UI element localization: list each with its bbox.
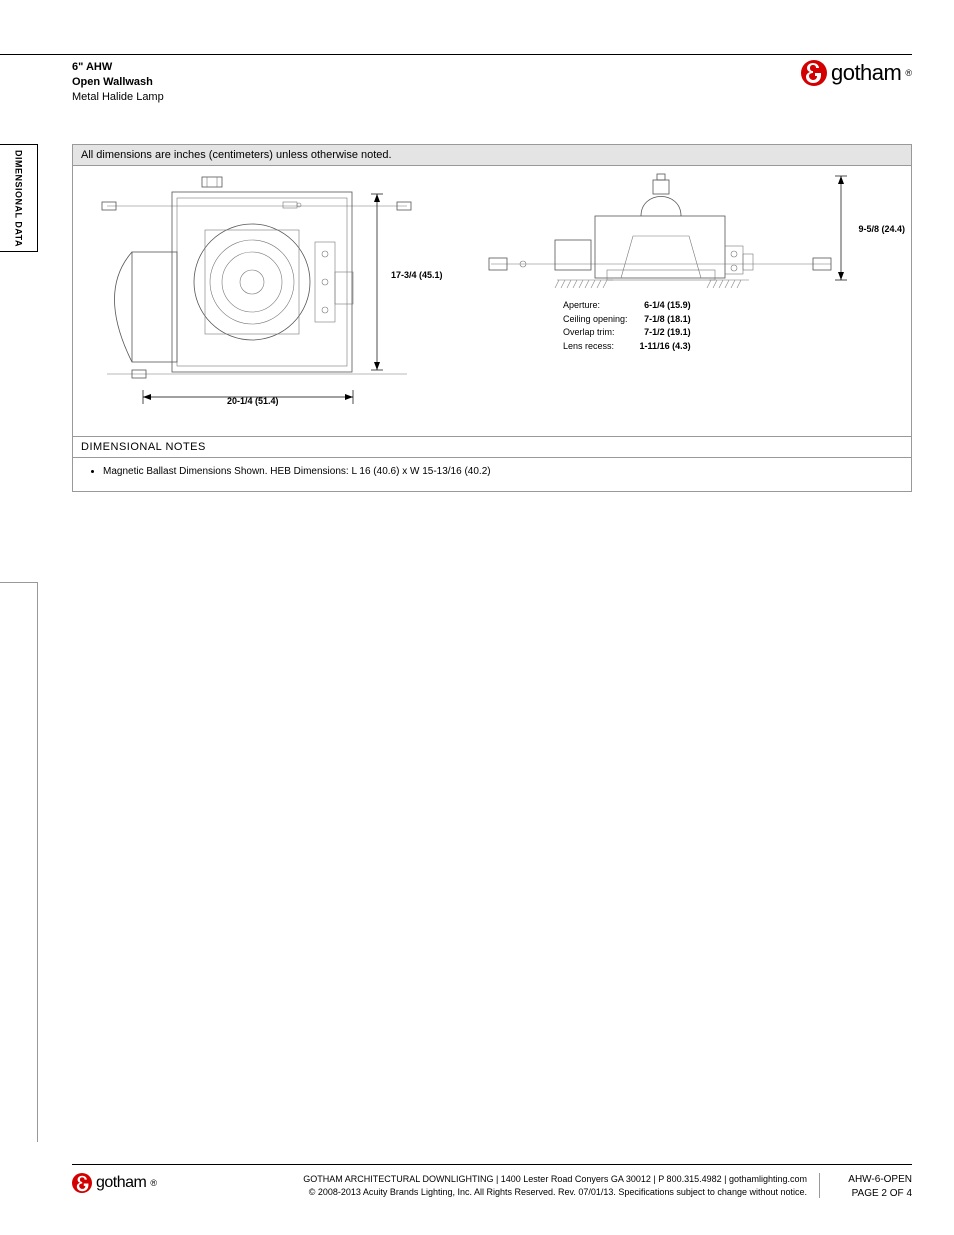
footer-doc-id: AHW-6-OPEN [832,1173,912,1187]
registered-icon: ® [905,68,912,78]
side-view-height-label: 9-5/8 (24.4) [858,224,905,234]
dimensional-data-card: All dimensions are inches (centimeters) … [72,144,912,492]
brand-name: gotham [831,60,901,86]
spec-name: Lens recess: [563,341,638,353]
spec-value: 7-1/8 (18.1) [640,314,701,326]
note-item: Magnetic Ballast Dimensions Shown. HEB D… [103,466,903,477]
diagram-row: 20-1/4 (51.4) 17-3/4 (45.1) [73,166,911,436]
spec-value: 6-1/4 (15.9) [640,300,701,312]
spec-name: Ceiling opening: [563,314,638,326]
footer-right: AHW-6-OPEN PAGE 2 OF 4 [832,1173,912,1201]
footer-page: PAGE 2 OF 4 [832,1187,912,1201]
footer-brand-name: gotham [96,1174,146,1192]
footer-copyright: © 2008-2013 Acuity Brands Lighting, Inc.… [169,1186,807,1199]
spec-table: Aperture:6-1/4 (15.9) Ceiling opening:7-… [561,298,703,355]
brand-mark-icon [72,1173,92,1193]
side-tab-label: DIMENSIONAL DATA [14,150,24,247]
side-tab-spacer [0,582,38,1142]
brand-logo: gotham ® [801,60,912,86]
header-line-2: Open Wallwash [72,75,164,90]
brand-mark-icon [801,60,827,86]
card-header: All dimensions are inches (centimeters) … [73,145,911,166]
footer-logo: gotham ® [72,1173,157,1193]
side-view-diagram: 9-5/8 (24.4) Aperture:6-1/4 (15.9) Ceili… [481,172,907,422]
page-header: 6" AHW Open Wallwash Metal Halide Lamp g… [72,60,912,105]
top-rule [0,54,912,55]
registered-icon: ® [150,1178,157,1188]
spec-name: Aperture: [563,300,638,312]
spec-row: Lens recess:1-11/16 (4.3) [563,341,701,353]
footer-center: GOTHAM ARCHITECTURAL DOWNLIGHTING | 1400… [169,1173,820,1198]
page-footer: gotham ® GOTHAM ARCHITECTURAL DOWNLIGHTI… [72,1164,912,1201]
top-view-diagram: 20-1/4 (51.4) 17-3/4 (45.1) [77,172,477,422]
header-title-block: 6" AHW Open Wallwash Metal Halide Lamp [72,60,164,105]
spec-row: Overlap trim:7-1/2 (19.1) [563,327,701,339]
top-view-length-label: 17-3/4 (45.1) [391,270,443,280]
side-tab: DIMENSIONAL DATA [0,144,38,252]
spec-value: 7-1/2 (19.1) [640,327,701,339]
spec-row: Ceiling opening:7-1/8 (18.1) [563,314,701,326]
notes-body: Magnetic Ballast Dimensions Shown. HEB D… [73,458,911,491]
footer-address: GOTHAM ARCHITECTURAL DOWNLIGHTING | 1400… [169,1173,807,1186]
spec-name: Overlap trim: [563,327,638,339]
header-line-3: Metal Halide Lamp [72,90,164,105]
top-view-width-label: 20-1/4 (51.4) [227,396,279,406]
header-line-1: 6" AHW [72,60,164,75]
spec-row: Aperture:6-1/4 (15.9) [563,300,701,312]
spec-value: 1-11/16 (4.3) [640,341,701,353]
notes-header: DIMENSIONAL NOTES [73,436,911,458]
